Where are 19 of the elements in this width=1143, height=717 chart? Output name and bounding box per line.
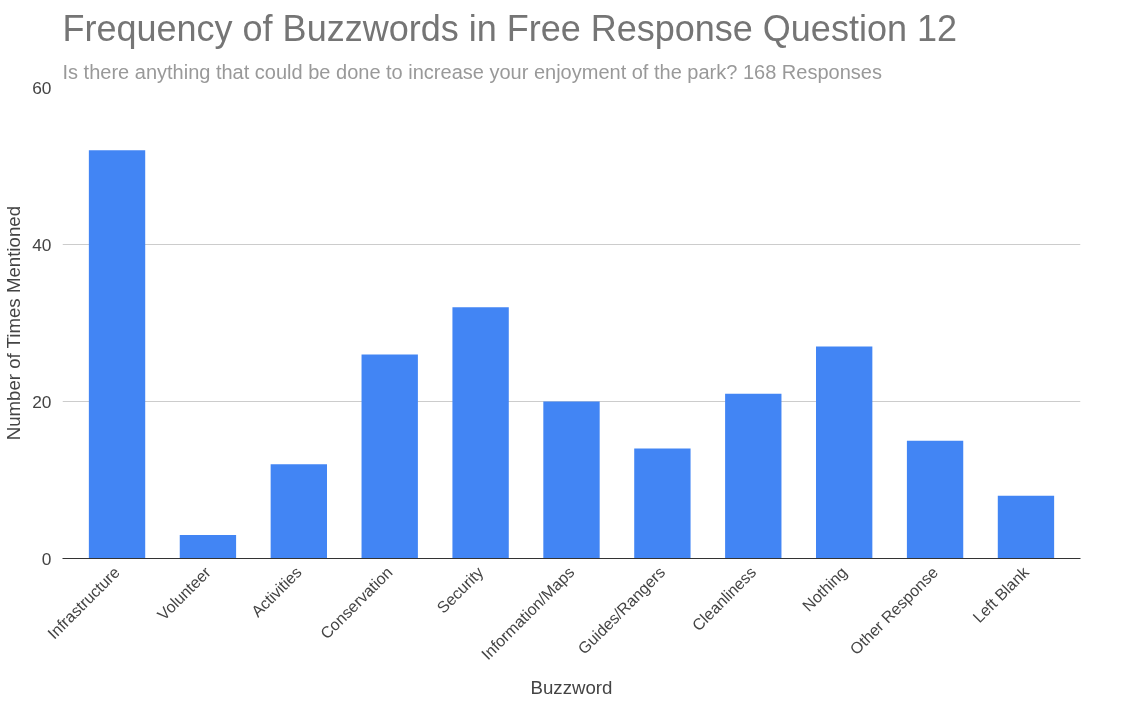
- chart-title: Frequency of Buzzwords in Free Response Question 12: [62, 7, 957, 49]
- y-tick-label: 0: [41, 548, 52, 569]
- x-axis-title: Buzzword: [530, 676, 613, 698]
- bar: [634, 448, 691, 559]
- bar: [452, 307, 509, 559]
- y-axis-title: Number of Times Mentioned: [3, 206, 25, 441]
- bar: [179, 534, 237, 559]
- y-tick-label: 40: [32, 234, 52, 255]
- bar: [906, 440, 964, 559]
- bar: [361, 354, 418, 559]
- bar: [543, 401, 600, 559]
- bar: [88, 150, 146, 559]
- bar: [725, 393, 782, 559]
- y-tick-label: 20: [32, 391, 52, 412]
- bar: [816, 346, 873, 559]
- y-tick-label: 60: [32, 77, 52, 98]
- bar: [997, 495, 1055, 559]
- chart-subtitle: Is there anything that could be done to increase your enjoyment of the park? 168 Responses: [62, 60, 882, 83]
- bar: [270, 464, 327, 559]
